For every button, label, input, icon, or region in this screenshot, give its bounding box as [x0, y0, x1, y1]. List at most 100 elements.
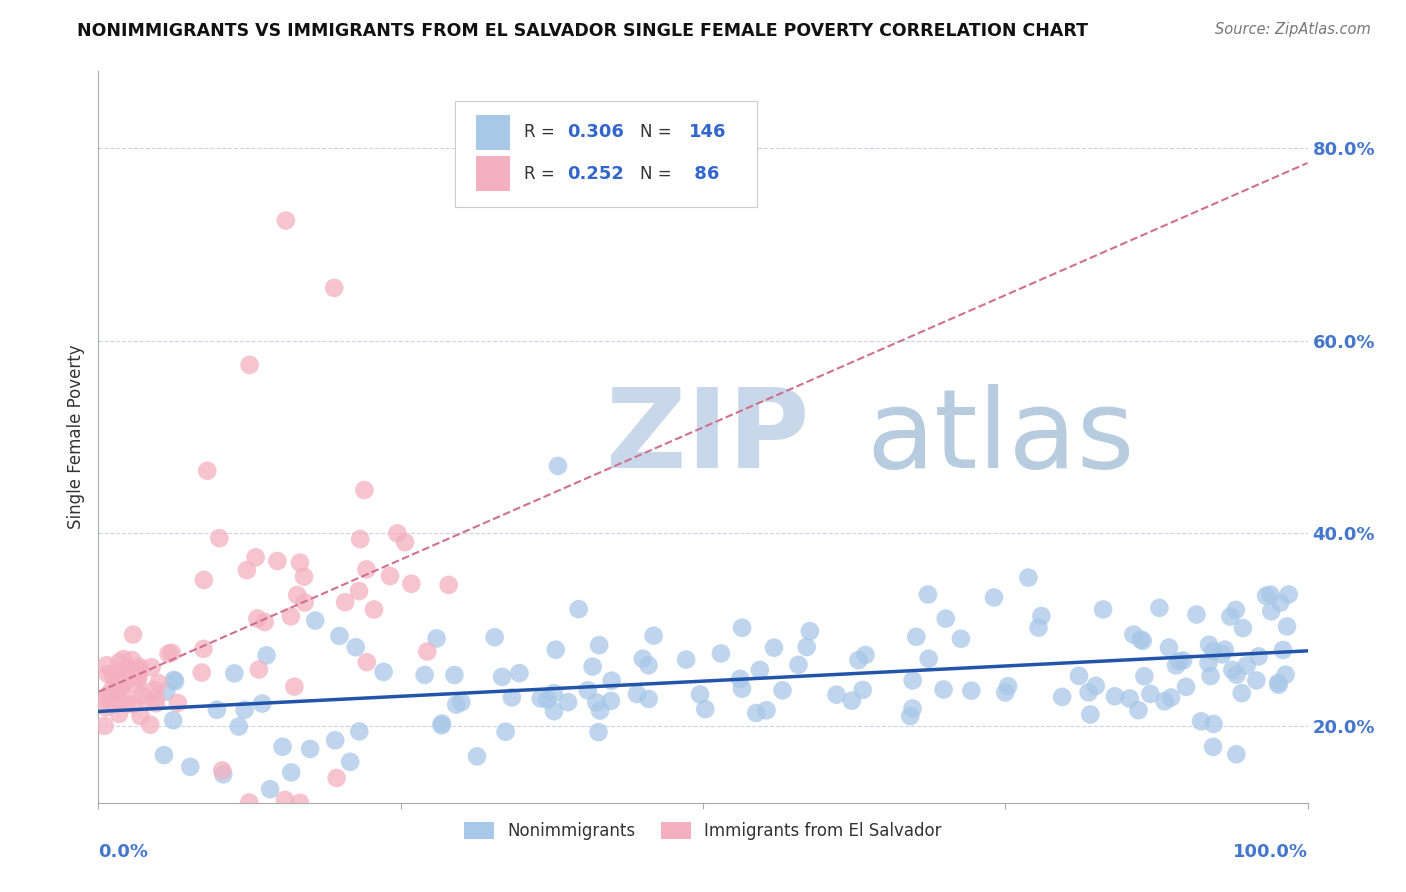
Point	[1092, 602, 1115, 616]
Point	[356, 655, 378, 669]
Point	[1202, 644, 1225, 658]
Point	[98, 687, 121, 701]
Point	[101, 668, 124, 682]
Point	[239, 358, 262, 372]
Point	[426, 632, 449, 646]
Point	[543, 686, 565, 700]
Point	[1260, 604, 1282, 618]
Point	[1211, 648, 1233, 662]
Point	[841, 693, 863, 707]
Point	[576, 683, 599, 698]
Point	[1050, 690, 1073, 704]
Point	[347, 584, 370, 599]
Point	[115, 697, 138, 711]
Point	[689, 687, 711, 701]
Point	[333, 595, 356, 609]
Point	[994, 685, 1017, 699]
Point	[413, 668, 436, 682]
Point	[105, 667, 128, 681]
Point	[416, 644, 439, 658]
Point	[228, 719, 250, 733]
Point	[430, 716, 453, 731]
Point	[484, 630, 506, 644]
Point	[157, 647, 180, 661]
Point	[1129, 632, 1152, 647]
Point	[193, 641, 215, 656]
Point	[153, 748, 176, 763]
Point	[450, 695, 472, 709]
Point	[1232, 621, 1254, 635]
Point	[1185, 607, 1208, 622]
Point	[127, 679, 149, 693]
Point	[1067, 669, 1090, 683]
Point	[932, 682, 955, 697]
Point	[104, 671, 127, 685]
Point	[745, 706, 768, 720]
Point	[288, 556, 311, 570]
Y-axis label: Single Female Poverty: Single Female Poverty	[66, 345, 84, 529]
Point	[323, 733, 346, 747]
Point	[589, 704, 612, 718]
Point	[108, 706, 131, 721]
Text: N =: N =	[640, 123, 678, 141]
Point	[363, 602, 385, 616]
Point	[224, 666, 246, 681]
Point	[93, 719, 115, 733]
Text: R =: R =	[524, 123, 560, 141]
Point	[127, 671, 149, 685]
Point	[112, 652, 135, 666]
FancyBboxPatch shape	[475, 114, 509, 150]
Point	[949, 632, 972, 646]
Point	[280, 765, 302, 780]
Point	[115, 662, 138, 676]
Point	[1132, 633, 1154, 648]
Point	[136, 695, 159, 709]
Point	[299, 742, 322, 756]
Point	[325, 771, 347, 785]
Point	[1028, 621, 1050, 635]
Point	[901, 701, 924, 715]
Point	[111, 678, 134, 692]
Point	[101, 683, 124, 698]
Point	[585, 696, 607, 710]
Text: ZIP: ZIP	[606, 384, 810, 491]
Point	[748, 663, 770, 677]
Point	[195, 464, 218, 478]
Point	[283, 680, 305, 694]
Point	[731, 621, 754, 635]
Point	[1149, 600, 1171, 615]
FancyBboxPatch shape	[475, 156, 509, 191]
Point	[1198, 638, 1220, 652]
Point	[1084, 679, 1107, 693]
Point	[1118, 691, 1140, 706]
Point	[212, 767, 235, 781]
Point	[1247, 649, 1270, 664]
Point	[1226, 667, 1249, 681]
Point	[236, 563, 259, 577]
Point	[111, 671, 134, 685]
Point	[643, 629, 665, 643]
Point	[637, 692, 659, 706]
Point	[544, 642, 567, 657]
Point	[530, 691, 553, 706]
Point	[128, 664, 150, 678]
Point	[387, 526, 409, 541]
Text: 0.0%: 0.0%	[98, 843, 149, 861]
Point	[101, 693, 124, 707]
Point	[250, 697, 273, 711]
Point	[762, 640, 785, 655]
Point	[731, 681, 754, 696]
Point	[97, 690, 120, 704]
Point	[349, 724, 371, 739]
Point	[1164, 658, 1187, 673]
Point	[266, 554, 288, 568]
Point	[349, 532, 371, 546]
Point	[1139, 687, 1161, 701]
Point	[103, 686, 125, 700]
Point	[728, 672, 751, 686]
Point	[443, 668, 465, 682]
Point	[1219, 609, 1241, 624]
Point	[288, 796, 311, 810]
Point	[247, 663, 270, 677]
Point	[1133, 669, 1156, 683]
